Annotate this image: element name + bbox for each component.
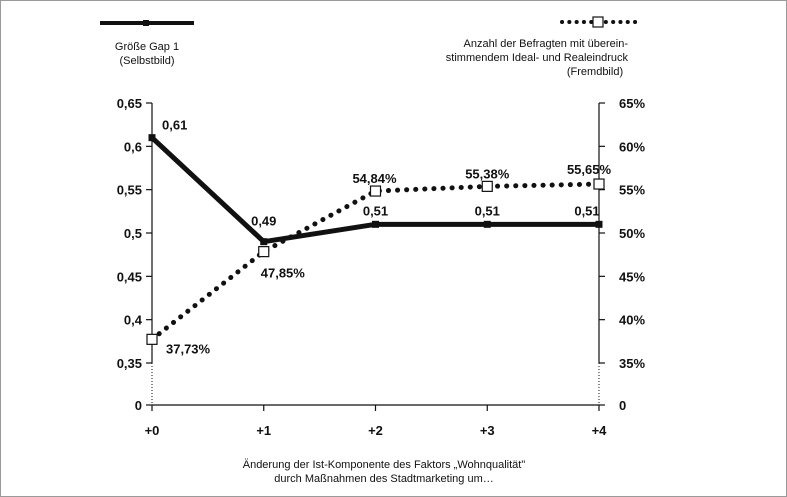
legend-fremdbild-line3: (Fremdbild) <box>567 66 623 78</box>
right-tick-label: 45% <box>619 269 645 284</box>
left-tick-label: 0 <box>135 398 142 413</box>
x-axis-ticks: +0 +1 +2 +3 +4 <box>145 405 608 438</box>
legend-selbstbild-line1: Größe Gap 1 <box>115 41 179 53</box>
left-tick-label: 0,4 <box>124 313 143 328</box>
right-tick-label: 0 <box>619 398 626 413</box>
left-tick-label: 0,5 <box>124 226 142 241</box>
data-labels-layer: 0,61 0,49 0,51 0,51 0,51 37,73% 47,85% 54,84% 55… <box>162 118 611 357</box>
left-tick-label: 0,35 <box>117 356 142 371</box>
right-tick-label: 40% <box>619 313 645 328</box>
selbstbild-data-label: 0,51 <box>574 203 599 218</box>
x-tick-label: +0 <box>145 423 160 438</box>
fremdbild-point <box>146 333 158 345</box>
left-axis-ticks: 0 0,35 0,4 0,45 0,5 0,55 0,6 0,65 <box>117 96 152 413</box>
selbstbild-data-label: 0,49 <box>251 214 276 229</box>
left-tick-label: 0,45 <box>117 269 142 284</box>
fremdbild-data-label: 55,38% <box>465 166 510 181</box>
right-tick-label: 35% <box>619 356 645 371</box>
legend-square-marker <box>592 16 604 28</box>
fremdbild-data-label: 47,85% <box>261 266 306 281</box>
fremdbild-data-label: 55,65% <box>567 162 612 177</box>
x-axis-caption-line2: durch Maßnahmen des Stadtmarketing um… <box>274 473 494 485</box>
fremdbild-point <box>481 180 493 192</box>
right-tick-label: 65% <box>619 96 645 111</box>
left-tick-label: 0,6 <box>124 139 142 154</box>
fremdbild-point <box>593 178 605 190</box>
selbstbild-point <box>260 238 268 246</box>
right-axis-ticks: 0 35% 40% 45% 50% 55% 60% 65% <box>599 96 645 413</box>
legend-fremdbild-line2: stimmendem Ideal- und Realeindruck <box>446 52 629 64</box>
selbstbild-point <box>148 134 156 142</box>
fremdbild-data-label: 54,84% <box>352 171 397 186</box>
selbstbild-point <box>372 220 379 228</box>
legend-fremdbild: Anzahl der Befragten mit überein- stimme… <box>446 16 638 78</box>
left-tick-label: 0,65 <box>117 96 142 111</box>
fremdbild-point <box>369 185 382 197</box>
series-fremdbild-line <box>149 181 602 342</box>
axes <box>151 103 600 406</box>
left-tick-label: 0,55 <box>117 183 142 198</box>
x-tick-label: +4 <box>592 423 608 438</box>
legend-fremdbild-line1: Anzahl der Befragten mit überein- <box>464 38 629 50</box>
selbstbild-data-label: 0,51 <box>363 203 388 218</box>
x-axis-caption-line1: Änderung der Ist-Komponente des Faktors … <box>243 459 526 471</box>
fremdbild-point <box>258 246 270 258</box>
legend-selbstbild-line2: (Selbstbild) <box>119 55 174 67</box>
right-tick-label: 50% <box>619 226 645 241</box>
x-tick-label: +1 <box>256 423 271 438</box>
legend-solid-marker <box>143 20 149 26</box>
selbstbild-point <box>595 220 603 228</box>
x-tick-label: +2 <box>368 423 383 438</box>
selbstbild-point <box>483 220 491 228</box>
right-tick-label: 55% <box>619 183 645 198</box>
selbstbild-data-label: 0,61 <box>162 118 187 133</box>
x-tick-label: +3 <box>480 423 495 438</box>
right-tick-label: 60% <box>619 139 645 154</box>
selbstbild-data-label: 0,51 <box>475 203 500 218</box>
series-layer <box>146 134 605 345</box>
legend-selbstbild: Größe Gap 1 (Selbstbild) <box>100 20 194 67</box>
fremdbild-data-label: 37,73% <box>166 341 211 356</box>
